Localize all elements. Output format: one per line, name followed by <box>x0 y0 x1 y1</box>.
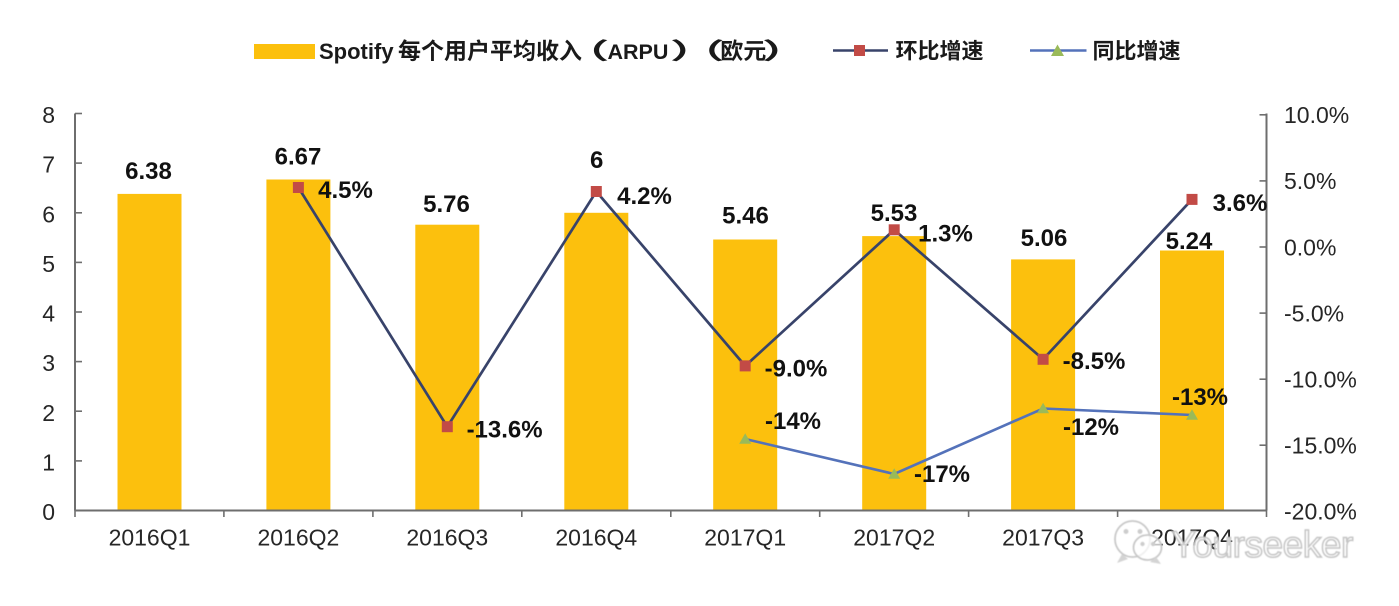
svg-text:4.2%: 4.2% <box>617 183 672 210</box>
svg-text:-17%: -17% <box>914 461 970 488</box>
svg-text:10.0%: 10.0% <box>1284 102 1349 128</box>
svg-text:5.0%: 5.0% <box>1284 168 1336 194</box>
svg-text:2016Q1: 2016Q1 <box>109 525 191 551</box>
svg-text:ARPU: ARPU <box>608 40 669 64</box>
svg-text:0.0%: 0.0% <box>1284 234 1336 260</box>
svg-text:3.6%: 3.6% <box>1213 190 1268 217</box>
svg-text:6: 6 <box>590 147 603 174</box>
svg-text:2016Q3: 2016Q3 <box>406 525 488 551</box>
svg-text:1: 1 <box>42 450 55 476</box>
svg-text:6.67: 6.67 <box>275 143 322 170</box>
svg-text:-12%: -12% <box>1063 414 1119 441</box>
svg-text:-15.0%: -15.0% <box>1284 433 1357 459</box>
svg-text:5.76: 5.76 <box>423 191 470 218</box>
svg-text:8: 8 <box>42 102 55 128</box>
svg-text:2016Q4: 2016Q4 <box>555 525 637 551</box>
svg-text:6.38: 6.38 <box>125 158 172 185</box>
svg-text:2017Q4: 2017Q4 <box>1151 525 1233 551</box>
svg-text:2: 2 <box>42 400 55 426</box>
svg-text:6: 6 <box>42 201 55 227</box>
svg-text:2016Q2: 2016Q2 <box>257 525 339 551</box>
svg-text:Yourseeker: Yourseeker <box>1172 524 1353 565</box>
svg-text:-13%: -13% <box>1172 384 1228 411</box>
svg-text:2017Q2: 2017Q2 <box>853 525 935 551</box>
svg-text:1.3%: 1.3% <box>918 221 973 248</box>
svg-text:-9.0%: -9.0% <box>765 355 828 382</box>
svg-text:-13.6%: -13.6% <box>467 416 543 443</box>
svg-text:2017Q1: 2017Q1 <box>704 525 786 551</box>
svg-text:3: 3 <box>42 350 55 376</box>
svg-text:4.5%: 4.5% <box>318 177 373 204</box>
svg-text:7: 7 <box>42 152 55 178</box>
svg-text:5: 5 <box>42 251 55 277</box>
svg-text:2017Q3: 2017Q3 <box>1002 525 1084 551</box>
svg-text:5.53: 5.53 <box>871 200 918 227</box>
svg-text:Spotify: Spotify <box>319 39 394 64</box>
svg-text:-20.0%: -20.0% <box>1284 499 1357 525</box>
svg-text:5.24: 5.24 <box>1166 228 1213 255</box>
svg-text:5.46: 5.46 <box>722 202 769 229</box>
svg-text:4: 4 <box>42 301 55 327</box>
svg-text:5.06: 5.06 <box>1021 225 1068 252</box>
svg-text:-14%: -14% <box>765 408 821 435</box>
svg-text:-5.0%: -5.0% <box>1284 300 1344 326</box>
svg-text:-10.0%: -10.0% <box>1284 367 1357 393</box>
svg-text:-8.5%: -8.5% <box>1063 348 1126 375</box>
svg-text:0: 0 <box>42 499 55 525</box>
